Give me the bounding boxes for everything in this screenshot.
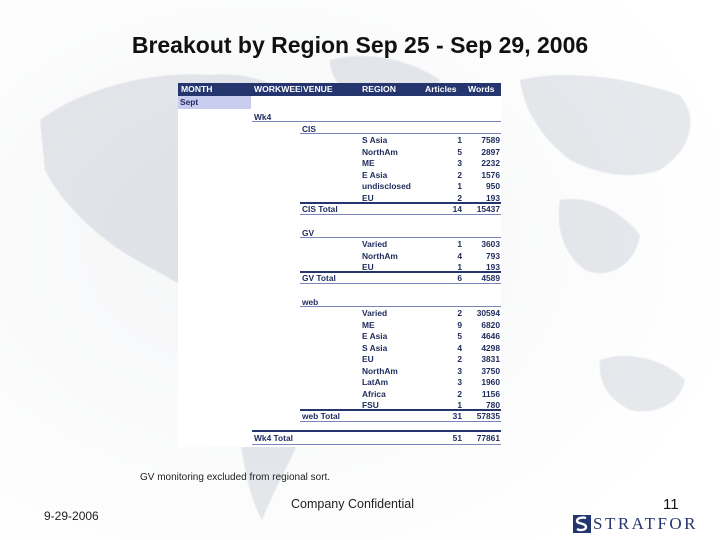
divider xyxy=(300,283,501,284)
articles-cell: 3 xyxy=(457,158,462,168)
articles-cell: 3 xyxy=(457,365,462,376)
slide-title: Breakout by Region Sep 25 - Sep 29, 2006 xyxy=(131,32,589,58)
articles-cell: 9 xyxy=(457,319,462,330)
region-cell: ME xyxy=(362,158,375,168)
words-cell: 1156 xyxy=(481,388,500,399)
divider xyxy=(300,306,501,307)
venue-label-web: web xyxy=(302,297,319,307)
articles-cell: 2 xyxy=(457,388,462,399)
footer-confidential: Company Confidential xyxy=(291,497,414,511)
region-cell: S Asia xyxy=(362,135,388,145)
region-cell: EU xyxy=(362,354,374,364)
region-cell: NorthAm xyxy=(362,365,398,376)
total-articles: 14 xyxy=(452,204,462,214)
articles-cell: 1 xyxy=(457,262,462,272)
week-total-divider xyxy=(252,430,501,432)
articles-cell: 2 xyxy=(457,192,462,203)
words-cell: 3603 xyxy=(481,239,500,249)
words-cell: 7589 xyxy=(481,135,500,145)
footnote: GV monitoring excluded from regional sor… xyxy=(140,472,331,483)
divider xyxy=(300,237,501,238)
words-cell: 3831 xyxy=(481,354,500,364)
divider xyxy=(300,421,501,422)
words-cell: 4298 xyxy=(481,342,500,353)
region-cell: undisclosed xyxy=(362,181,411,191)
articles-cell: 1 xyxy=(457,400,462,410)
articles-cell: 4 xyxy=(457,250,462,261)
articles-cell: 1 xyxy=(457,181,462,191)
region-cell: FSU xyxy=(362,400,379,410)
total-label: CIS Total xyxy=(302,204,338,214)
region-cell: Varied xyxy=(362,308,388,318)
words-cell: 1576 xyxy=(481,169,500,180)
month-cell: Sept xyxy=(178,96,251,109)
header-region: REGION xyxy=(362,84,396,94)
header-workweek: WORKWEEK xyxy=(254,84,302,94)
footer-date: 9-29-2006 xyxy=(44,509,99,523)
total-words: 15437 xyxy=(476,204,500,214)
total-words: 4589 xyxy=(481,273,500,283)
total-divider xyxy=(300,202,501,204)
venue-label-cis: CIS xyxy=(302,124,316,134)
articles-cell: 3 xyxy=(457,377,462,387)
header-venue: VENUE xyxy=(303,84,363,94)
words-cell: 193 xyxy=(486,262,500,272)
region-cell: E Asia xyxy=(362,331,388,341)
words-cell: 193 xyxy=(486,192,500,203)
articles-cell: 1 xyxy=(457,135,462,145)
header-words: Words xyxy=(468,84,495,94)
region-cell: NorthAm xyxy=(362,146,398,157)
divider xyxy=(252,444,501,445)
total-articles: 6 xyxy=(457,273,462,283)
divider xyxy=(252,121,501,122)
articles-cell: 2 xyxy=(457,169,462,180)
words-cell: 30594 xyxy=(476,308,500,318)
page-number: 11 xyxy=(663,496,679,513)
total-divider xyxy=(300,409,501,411)
words-cell: 950 xyxy=(486,181,500,191)
words-cell: 3750 xyxy=(481,365,500,376)
week-total-words: 77861 xyxy=(476,433,500,443)
divider xyxy=(300,133,501,134)
articles-cell: 5 xyxy=(457,146,462,157)
words-cell: 1960 xyxy=(481,377,500,387)
header-articles: Articles xyxy=(425,84,457,94)
articles-cell: 4 xyxy=(457,342,462,353)
week-total-label: Wk4 Total xyxy=(254,433,293,443)
words-cell: 780 xyxy=(486,400,500,410)
region-cell: EU xyxy=(362,192,374,203)
region-cell: LatAm xyxy=(362,377,389,387)
region-cell: NorthAm xyxy=(362,250,398,261)
logo-text: STRATFOR xyxy=(593,514,699,533)
divider xyxy=(300,214,501,215)
total-divider xyxy=(300,271,501,273)
region-cell: E Asia xyxy=(362,169,388,180)
words-cell: 793 xyxy=(486,250,500,261)
total-articles: 31 xyxy=(452,411,462,421)
words-cell: 2232 xyxy=(481,158,500,168)
region-breakout-table: MONTH WORKWEEK VENUE REGION Articles Wor… xyxy=(178,83,501,447)
table-header-row: MONTH WORKWEEK VENUE REGION Articles Wor… xyxy=(178,83,501,96)
region-cell: Varied xyxy=(362,239,388,249)
total-label: web Total xyxy=(302,411,340,421)
articles-cell: 1 xyxy=(457,239,462,249)
venue-label-gv: GV xyxy=(302,228,315,238)
words-cell: 4646 xyxy=(481,331,500,341)
stratfor-logo-icon xyxy=(573,515,591,533)
articles-cell: 2 xyxy=(457,354,462,364)
week-label: Wk4 xyxy=(254,112,272,122)
total-words: 57835 xyxy=(476,411,500,421)
words-cell: 2897 xyxy=(481,146,500,157)
total-label: GV Total xyxy=(302,273,336,283)
articles-cell: 2 xyxy=(457,308,462,318)
region-cell: EU xyxy=(362,262,374,272)
header-month: MONTH xyxy=(181,84,213,94)
region-cell: Africa xyxy=(362,388,386,399)
articles-cell: 5 xyxy=(457,331,462,341)
week-total-articles: 51 xyxy=(452,433,462,443)
region-cell: S Asia xyxy=(362,342,388,353)
region-cell: ME xyxy=(362,319,375,330)
words-cell: 6820 xyxy=(481,319,500,330)
stratfor-logo: STRATFOR xyxy=(573,514,713,534)
